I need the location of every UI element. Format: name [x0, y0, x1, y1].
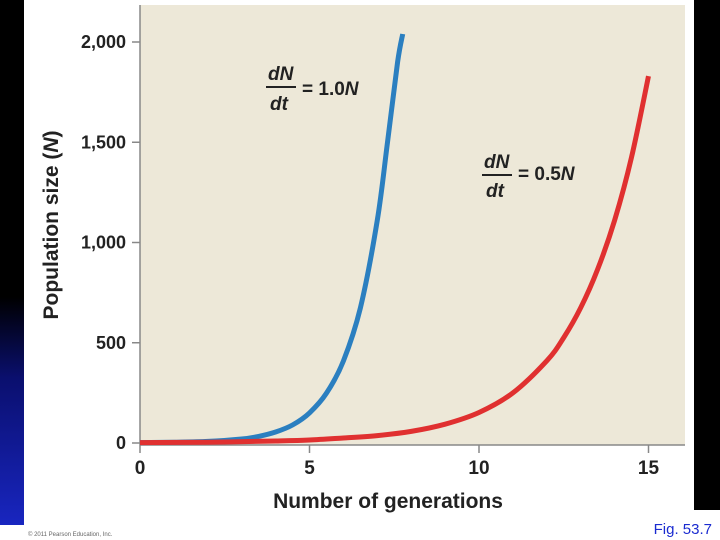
tick-layer: 0 500 1,000 1,500 2,000 0 5 10 15 — [81, 5, 685, 479]
x-axis-title: Number of generations — [273, 490, 503, 513]
y-tick-label: 1,000 — [81, 233, 126, 253]
annotation-rhs: = 1.0N — [302, 79, 360, 100]
y-tick-label: 500 — [96, 333, 126, 353]
population-growth-chart: Population size (N) Number of generation… — [40, 5, 685, 513]
figure-caption: Fig. 53.7 — [653, 521, 712, 538]
bottom-bar: © 2011 Pearson Education, Inc. Fig. 53.7 — [0, 521, 720, 540]
equation-annotation-blue: dN dt = 1.0N — [266, 64, 360, 115]
x-tick-label: 5 — [304, 458, 315, 479]
plot-background — [140, 5, 685, 445]
series-layer — [139, 33, 651, 446]
left-blue-gradient-bar — [0, 0, 24, 540]
x-tick-label: 10 — [468, 458, 489, 479]
annotation-numerator: dN — [268, 64, 295, 85]
equation-annotation-red: dN dt = 0.5N — [482, 152, 576, 202]
x-tick-label: 0 — [135, 458, 146, 479]
annotation-numerator: dN — [484, 152, 511, 173]
y-tick-label: 2,000 — [81, 32, 126, 52]
annotation-denominator: dt — [270, 94, 289, 115]
y-axis-title: Population size (N) — [40, 130, 63, 319]
y-tick-label: 1,500 — [81, 132, 126, 152]
annotation-denominator: dt — [486, 181, 505, 202]
right-black-bar — [694, 0, 720, 510]
figure-panel: Population size (N) Number of generation… — [24, 0, 694, 525]
y-tick-label: 0 — [116, 433, 126, 453]
annotation-rhs: = 0.5N — [518, 164, 576, 185]
x-tick-label: 15 — [638, 458, 660, 479]
svg-text:Population size (N): Population size (N) — [40, 130, 63, 319]
series-line-rate-0-5 — [139, 75, 651, 446]
copyright-notice: © 2011 Pearson Education, Inc. — [28, 532, 113, 538]
